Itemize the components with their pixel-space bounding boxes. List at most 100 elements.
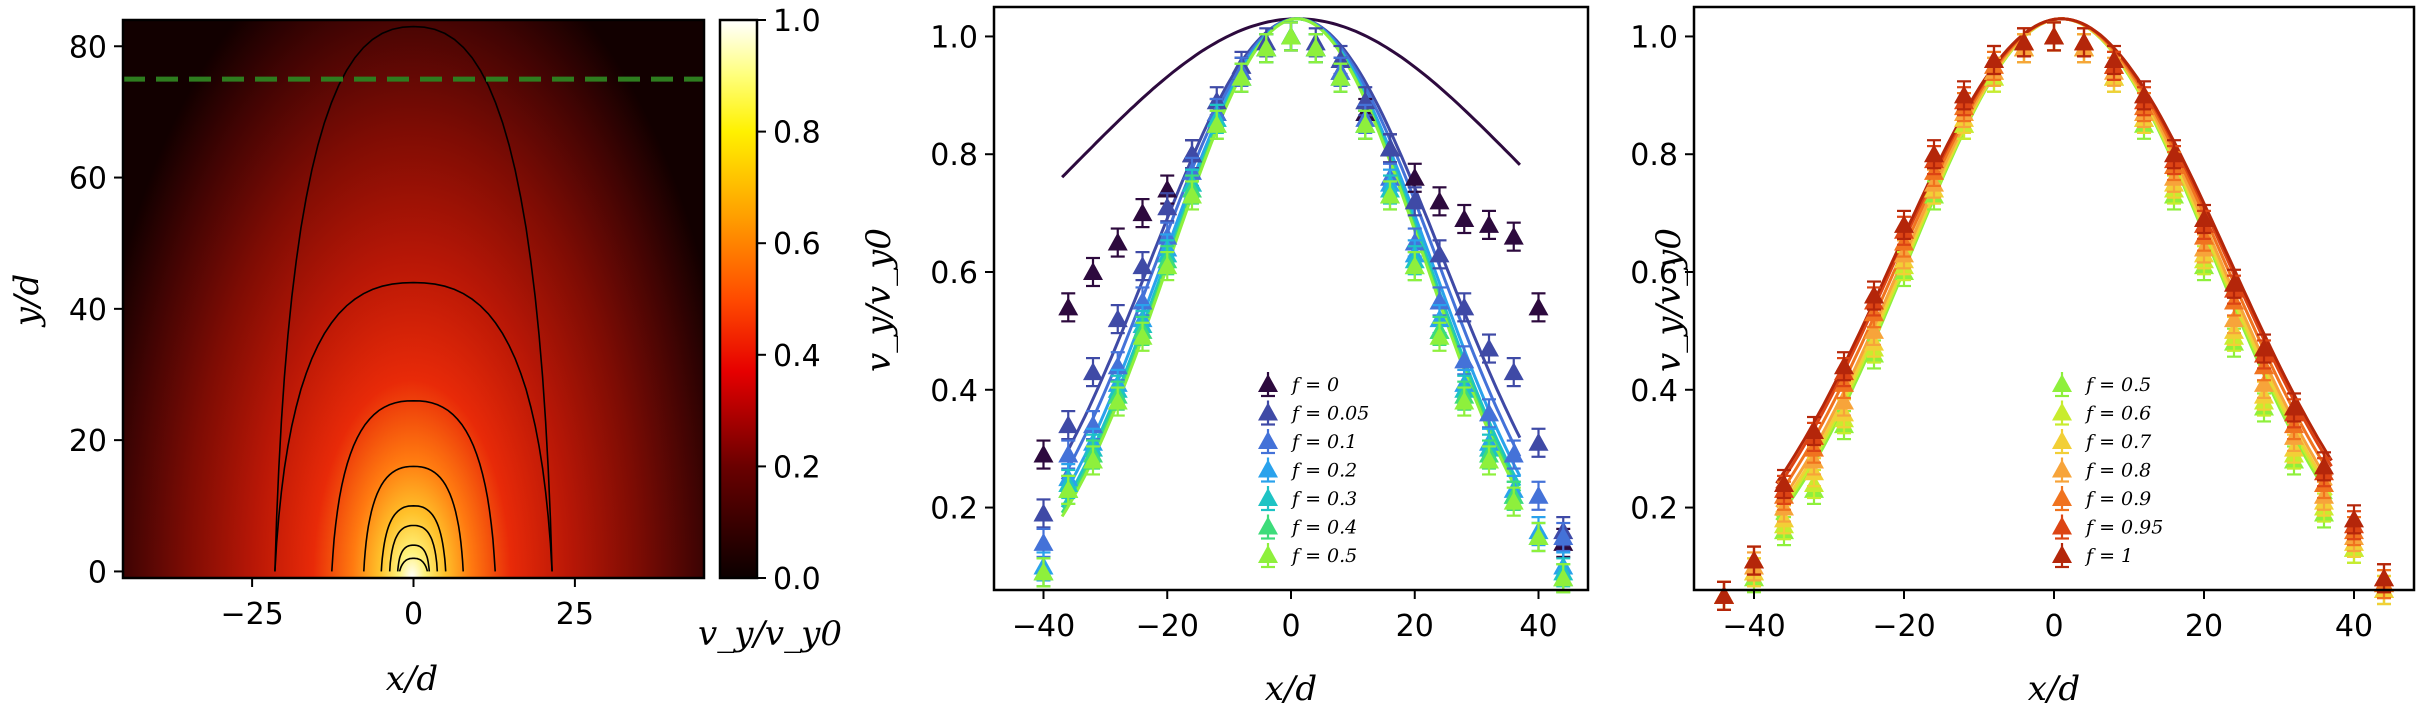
panel3-data-points bbox=[1714, 21, 2394, 611]
data-point bbox=[1404, 256, 1425, 275]
contour-line bbox=[396, 544, 431, 572]
data-point bbox=[1182, 185, 1202, 204]
y-tick-label: 0.6 bbox=[1630, 256, 1678, 291]
data-point bbox=[1033, 503, 1054, 522]
legend-marker bbox=[1258, 459, 1278, 478]
data-point bbox=[1355, 114, 1376, 133]
legend-label: f = 0.95 bbox=[2084, 517, 2163, 539]
x-tick-label: 20 bbox=[2185, 609, 2223, 644]
data-point bbox=[1058, 297, 1079, 316]
heatmap-axis-ticks: −25 0 25 0 20 40 60 80 bbox=[69, 30, 594, 632]
data-point bbox=[1834, 391, 1854, 410]
legend-marker bbox=[1258, 402, 1278, 421]
heatmap-ylabel: y/d bbox=[7, 274, 47, 328]
contour-line bbox=[380, 504, 447, 572]
data-point bbox=[1107, 309, 1128, 328]
y-tick-label: 0.2 bbox=[1630, 492, 1678, 527]
x-tick-label: 0 bbox=[404, 597, 423, 632]
data-point bbox=[2344, 509, 2364, 528]
data-point bbox=[1157, 197, 1178, 216]
legend-label: f = 0.9 bbox=[2084, 488, 2151, 510]
data-point bbox=[1132, 256, 1153, 275]
x-tick-label: 0 bbox=[2044, 609, 2063, 644]
data-point bbox=[1454, 350, 1475, 369]
data-point bbox=[2134, 85, 2154, 104]
y-tick-label: 0.8 bbox=[930, 138, 978, 173]
panel2-ylabel: v_y/v_y0 bbox=[859, 228, 899, 372]
data-point bbox=[1033, 562, 1054, 581]
data-point bbox=[1744, 550, 1764, 569]
y-tick-label: 0.6 bbox=[930, 256, 978, 291]
heatmap-panel: −25 0 25 0 20 40 60 80 x/d y/d 0.0 0.2 0.4 0.6 0.8 1… bbox=[7, 4, 842, 699]
contour-line bbox=[388, 524, 439, 572]
legend-marker bbox=[2052, 516, 2072, 535]
data-point bbox=[2254, 338, 2274, 357]
contour-line bbox=[331, 399, 496, 572]
x-tick-label: −20 bbox=[1136, 609, 1199, 644]
data-point bbox=[1058, 444, 1079, 463]
y-tick-label: 0 bbox=[88, 555, 107, 590]
data-point bbox=[1033, 532, 1054, 551]
panel2-background bbox=[994, 7, 1588, 590]
y-tick-label: 0.8 bbox=[1630, 138, 1678, 173]
legend-marker bbox=[1258, 374, 1278, 392]
data-point bbox=[1083, 362, 1103, 381]
legend-label: f = 0 bbox=[1290, 374, 1339, 396]
colorbar-tick-label: 0.6 bbox=[773, 227, 821, 262]
legend-label: f = 0.8 bbox=[2084, 460, 2151, 482]
data-point bbox=[1553, 527, 1574, 545]
data-point bbox=[1132, 203, 1153, 222]
data-point bbox=[1281, 26, 1301, 45]
data-point bbox=[1132, 326, 1153, 345]
data-point bbox=[2194, 209, 2214, 227]
data-point bbox=[1157, 256, 1178, 275]
data-point bbox=[1256, 38, 1277, 57]
data-point bbox=[1528, 297, 1549, 316]
panel2-xlabel: x/d bbox=[1265, 669, 1317, 709]
data-point bbox=[1479, 214, 1499, 233]
data-point bbox=[1984, 50, 2004, 68]
legend-marker bbox=[2052, 459, 2072, 478]
contour-lines bbox=[274, 25, 553, 572]
data-point bbox=[1404, 167, 1425, 186]
data-point bbox=[2374, 568, 2394, 587]
data-point bbox=[1454, 209, 1475, 227]
data-point bbox=[2314, 456, 2334, 475]
x-tick-label: 0 bbox=[1281, 609, 1300, 644]
data-point bbox=[1404, 191, 1425, 210]
x-tick-label: −20 bbox=[1872, 609, 1935, 644]
data-point bbox=[1206, 114, 1227, 133]
data-point bbox=[1058, 415, 1079, 434]
legend-label: f = 0.6 bbox=[2084, 403, 2151, 425]
colorbar-label: v_y/v_y0 bbox=[698, 614, 842, 654]
data-point bbox=[1330, 67, 1351, 86]
y-tick-label: 0.4 bbox=[930, 374, 978, 409]
data-point bbox=[1714, 585, 1734, 604]
legend-marker bbox=[1258, 488, 1278, 506]
data-point bbox=[1528, 485, 1549, 504]
colorbar-tick-label: 0.0 bbox=[773, 562, 821, 597]
x-tick-label: 40 bbox=[1519, 609, 1557, 644]
x-tick-label: −40 bbox=[1722, 609, 1785, 644]
data-point bbox=[1894, 214, 1914, 233]
panel2-legend: f = 0 f = 0.05 f = 0.1 f = 0.2 f = 0.3 f = 0.… bbox=[1258, 372, 1369, 569]
data-point bbox=[1528, 432, 1549, 451]
legend-label: f = 0.3 bbox=[1290, 488, 1357, 510]
legend-label: f = 0.7 bbox=[2084, 431, 2152, 453]
data-point bbox=[2104, 50, 2124, 68]
colorbar-tick-label: 0.2 bbox=[773, 450, 821, 485]
data-point bbox=[2074, 32, 2094, 51]
legend-marker bbox=[2052, 545, 2072, 563]
data-point bbox=[1429, 191, 1450, 210]
data-point bbox=[1503, 362, 1524, 381]
panel3-legend: f = 0.5 f = 0.6 f = 0.7 f = 0.8 f = 0.9 f = 0… bbox=[2052, 372, 2163, 569]
legend-marker bbox=[2052, 488, 2072, 506]
colorbar-frame bbox=[718, 18, 759, 580]
data-point bbox=[1479, 450, 1499, 469]
colorbar bbox=[720, 20, 757, 578]
contour-line bbox=[363, 465, 464, 572]
x-tick-label: 40 bbox=[2335, 609, 2373, 644]
profile-panel-low-f: −40 −20 0 20 40 0.2 0.4 0.6 0.8 1.0 f = 0 f = 0.05… bbox=[859, 5, 1590, 709]
data-point bbox=[2254, 373, 2274, 392]
y-tick-label: 20 bbox=[69, 424, 107, 459]
